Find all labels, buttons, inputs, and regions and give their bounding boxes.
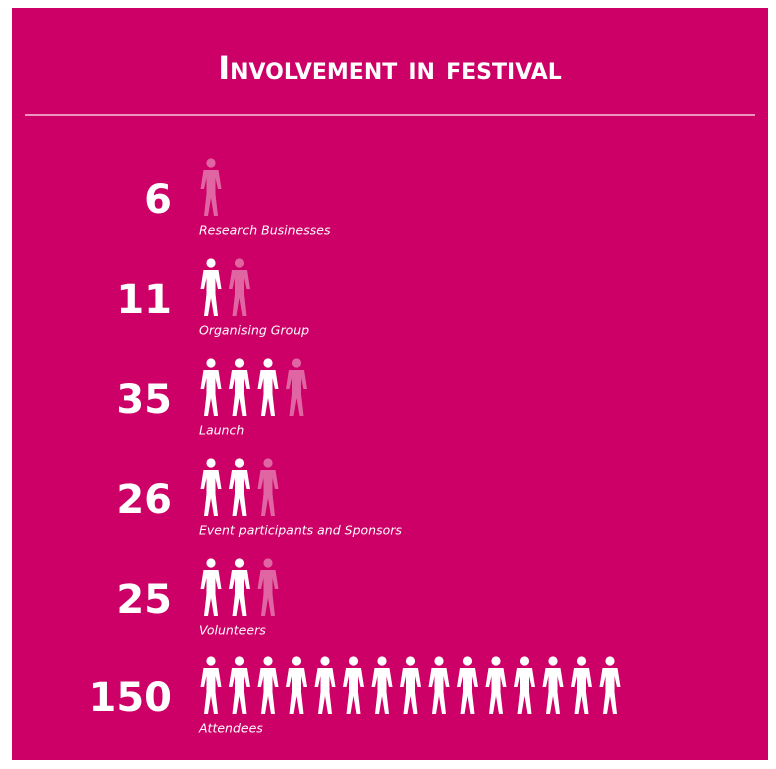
value-label: 11 <box>116 277 172 323</box>
chart-title: Involvement in festival <box>218 49 562 87</box>
value-label: 25 <box>116 577 172 623</box>
category-label: Volunteers <box>199 623 266 638</box>
category-label: Launch <box>199 423 244 438</box>
category-label: Organising Group <box>199 323 309 338</box>
value-label: 26 <box>116 477 172 523</box>
background <box>12 8 768 760</box>
value-label: 6 <box>144 177 172 223</box>
category-label: Attendees <box>198 721 263 736</box>
value-label: 35 <box>116 377 172 423</box>
value-label: 150 <box>89 675 173 721</box>
category-label: Event participants and Sponsors <box>199 523 402 538</box>
category-label: Research Businesses <box>199 223 331 238</box>
